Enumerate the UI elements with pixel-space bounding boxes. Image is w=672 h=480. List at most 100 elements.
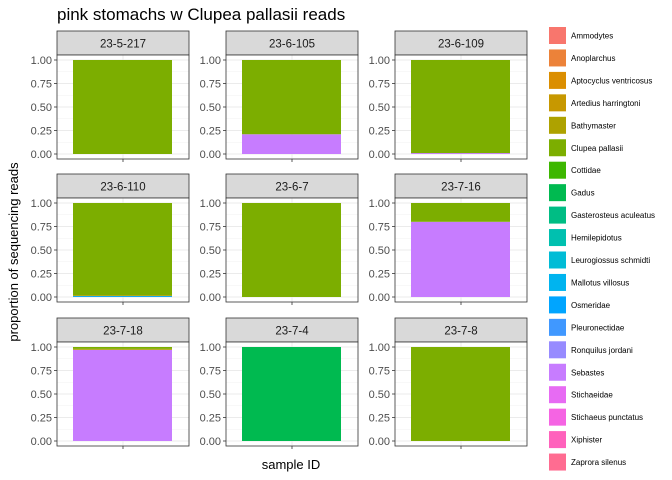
legend-item: Cottidae <box>549 161 601 179</box>
legend-item: Pleuronectidae <box>549 318 625 336</box>
legend-label: Stichaeidae <box>571 391 613 400</box>
bar-segment <box>242 347 341 441</box>
y-tick-label: 1.00 <box>31 342 52 354</box>
legend-key <box>549 27 566 44</box>
y-tick-label: 0.50 <box>369 245 390 257</box>
legend-label: Stichaeus punctatus <box>571 413 643 422</box>
legend-label: Artedius harringtoni <box>571 99 641 108</box>
legend-key <box>549 453 566 471</box>
legend-label: Mallotus villosus <box>571 278 629 287</box>
facet-panel: 23-7-16 0.00 0.25 0.50 0.75 1.00 <box>369 173 528 305</box>
facet-strip-label: 23-7-8 <box>444 326 477 338</box>
legend-key <box>549 94 566 112</box>
bar-segment <box>411 221 510 297</box>
legend-label: Anoplarchus <box>571 54 615 63</box>
facet-strip-label: 23-6-109 <box>438 39 484 51</box>
legend-key <box>549 71 566 89</box>
legend-key <box>549 318 566 336</box>
legend-item: Zaprora silenus <box>549 453 626 471</box>
legend-key <box>549 363 566 381</box>
legend-key <box>549 161 566 179</box>
y-tick-label: 0.50 <box>200 102 221 114</box>
bar-segment <box>73 348 172 350</box>
y-tick-label: 0.50 <box>200 389 221 401</box>
facet-strip-label: 23-5-217 <box>100 39 146 51</box>
y-tick-label: 0.50 <box>200 245 221 257</box>
y-tick-label: 0.75 <box>200 222 221 234</box>
y-tick-label: 0.00 <box>31 436 52 448</box>
legend-key <box>549 296 566 314</box>
legend-item: Mallotus villosus <box>549 273 629 291</box>
y-tick-label: 0.25 <box>31 126 52 138</box>
y-tick-label: 1.00 <box>369 342 390 354</box>
y-tick-label: 0.50 <box>31 389 52 401</box>
legend-label: Leurogiossus schmidti <box>571 256 650 265</box>
facet-panel: 23-7-8 0.00 0.25 0.50 0.75 1.00 <box>369 317 528 449</box>
bar-segment <box>73 60 172 154</box>
y-tick-label: 1.00 <box>369 198 390 210</box>
y-tick-label: 0.75 <box>31 366 52 378</box>
legend-item: Osmeridae <box>549 296 611 314</box>
y-tick-label: 0.25 <box>200 126 221 138</box>
y-tick-label: 0.75 <box>200 79 221 91</box>
bar-segment <box>73 295 172 297</box>
legend-label: Ronquilus jordani <box>571 346 633 355</box>
facet-panel: 23-5-217 0.00 0.25 0.50 0.75 1.00 <box>31 30 190 162</box>
legend-key <box>549 341 566 359</box>
y-tick-label: 1.00 <box>200 342 221 354</box>
legend-item: Ammodytes <box>549 27 613 44</box>
y-tick-label: 0.50 <box>369 102 390 114</box>
legend-item: Hemilepidotus <box>549 229 622 247</box>
bar-segment <box>242 203 341 297</box>
y-tick-label: 1.00 <box>31 198 52 210</box>
legend-item: Sebastes <box>549 363 604 381</box>
bar-segment <box>411 203 510 222</box>
y-tick-label: 0.25 <box>369 126 390 138</box>
y-tick-label: 0.00 <box>200 436 221 448</box>
legend-label: Pleuronectidae <box>571 323 625 332</box>
y-tick-label: 0.00 <box>369 149 390 161</box>
legend-label: Osmeridae <box>571 301 611 310</box>
legend-item: Stichaeus punctatus <box>549 408 643 426</box>
y-tick-label: 0.00 <box>200 292 221 304</box>
legend-key <box>549 386 566 404</box>
legend-key <box>549 273 566 291</box>
y-tick-label: 0.75 <box>31 79 52 91</box>
facet-panel: 23-7-18 0.00 0.25 0.50 0.75 1.00 <box>31 317 190 449</box>
legend-key <box>549 431 566 449</box>
y-tick-label: 0.25 <box>31 413 52 425</box>
y-tick-label: 0.50 <box>369 389 390 401</box>
y-tick-label: 0.00 <box>369 436 390 448</box>
facet-strip-label: 23-7-16 <box>441 182 481 194</box>
bar-segment <box>242 134 341 154</box>
legend-label: Aptocyclus ventricosus <box>571 76 652 85</box>
legend-label: Clupea pallasii <box>571 144 623 153</box>
y-tick-label: 0.75 <box>369 366 390 378</box>
legend-label: Gasterosteus aculeatus <box>571 211 655 220</box>
legend-label: Ammodytes <box>571 32 613 41</box>
legend-label: Xiphister <box>571 436 602 445</box>
legend-key <box>549 184 566 202</box>
facet-strip-label: 23-6-7 <box>275 182 308 194</box>
y-tick-label: 0.25 <box>200 269 221 281</box>
legend-item: Clupea pallasii <box>549 139 623 157</box>
y-tick-label: 0.25 <box>369 269 390 281</box>
legend-key <box>549 229 566 247</box>
legend-label: Sebastes <box>571 368 604 377</box>
y-tick-label: 0.25 <box>31 269 52 281</box>
x-axis-title: sample ID <box>262 457 321 472</box>
facet-panel: 23-6-105 0.00 0.25 0.50 0.75 1.00 <box>200 30 359 162</box>
facet-strip <box>56 317 190 343</box>
legend-label: Hemilepidotus <box>571 234 622 243</box>
y-tick-label: 1.00 <box>369 55 390 67</box>
facet-strip-label: 23-6-110 <box>100 182 145 194</box>
legend-key <box>549 206 566 224</box>
facet-strip-label: 23-7-18 <box>103 326 143 338</box>
y-tick-label: 0.75 <box>200 366 221 378</box>
legend-key <box>549 408 566 426</box>
y-tick-label: 1.00 <box>31 55 52 67</box>
legend-item: Artedius harringtoni <box>549 94 641 112</box>
bar-segment <box>242 60 341 135</box>
y-tick-label: 0.25 <box>200 413 221 425</box>
